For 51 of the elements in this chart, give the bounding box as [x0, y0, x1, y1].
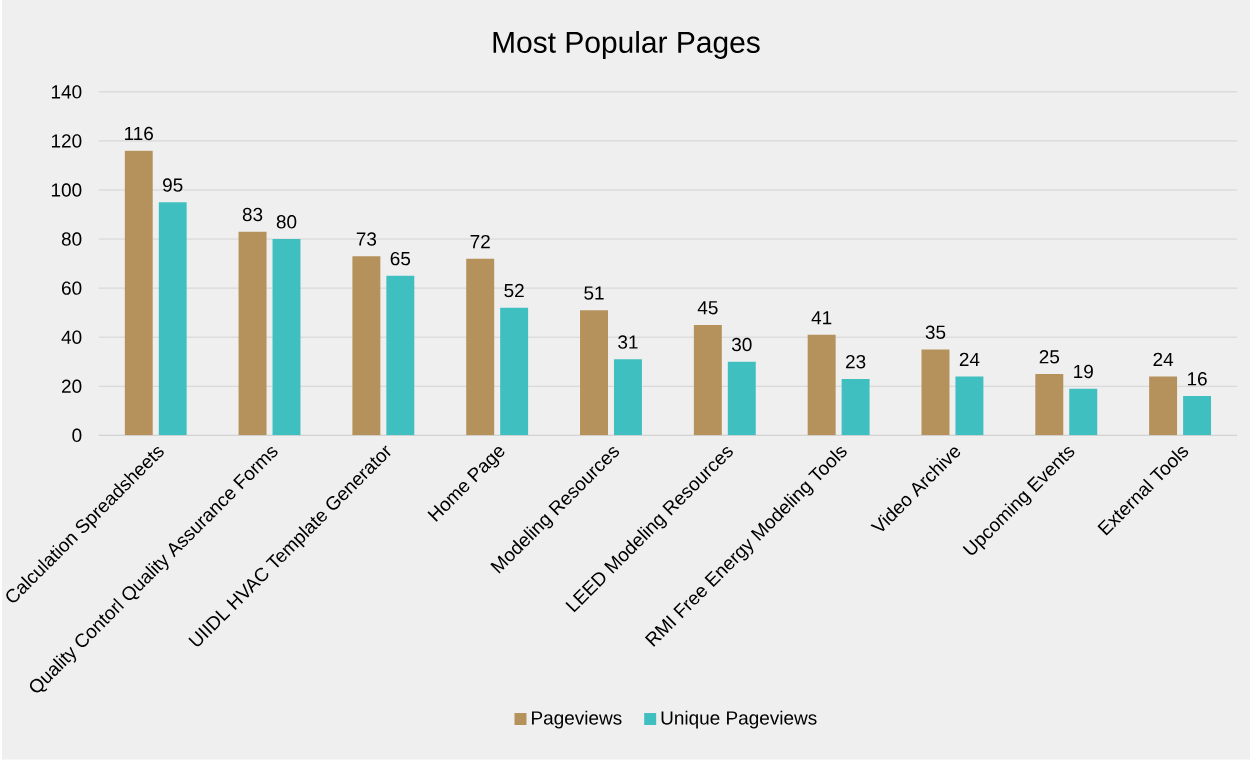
bar — [124, 150, 153, 436]
data-label: 45 — [697, 301, 718, 315]
data-label: 65 — [390, 252, 411, 266]
data-label: 41 — [811, 311, 832, 325]
data-label: 80 — [276, 215, 297, 229]
data-label: 24 — [959, 352, 980, 367]
bar — [580, 310, 608, 436]
y-tick-label: 80 — [61, 232, 82, 246]
y-tick-label: 60 — [62, 281, 82, 295]
legend-label: Pageviews — [532, 710, 622, 729]
bar — [693, 325, 722, 436]
bar — [1069, 388, 1098, 436]
bar — [1149, 376, 1178, 436]
bar — [238, 231, 267, 436]
bar — [500, 307, 529, 436]
y-tick-label: 140 — [51, 85, 82, 99]
data-label: 73 — [356, 232, 377, 246]
chart-title: Most Popular Pages — [493, 31, 760, 59]
y-tick-label: 100 — [51, 183, 82, 197]
y-tick-label: 120 — [51, 134, 82, 148]
data-label: 95 — [163, 178, 183, 192]
data-label: 25 — [1039, 350, 1060, 364]
bar — [841, 378, 870, 436]
data-label: 30 — [731, 337, 752, 352]
data-label: 16 — [1187, 372, 1207, 386]
y-tick-label: 0 — [72, 428, 82, 443]
bar — [807, 334, 836, 436]
bar — [613, 359, 642, 436]
data-label: 72 — [470, 235, 490, 249]
bar — [386, 275, 415, 436]
y-tick-label: 20 — [62, 379, 82, 394]
bar — [921, 349, 950, 436]
data-label: 51 — [584, 286, 604, 300]
data-label: 52 — [504, 283, 524, 298]
bar — [466, 258, 495, 436]
data-label: 35 — [925, 325, 946, 340]
data-label: 19 — [1074, 364, 1093, 379]
legend-label: Unique Pageviews — [661, 710, 817, 729]
bar — [352, 256, 381, 436]
data-label: 83 — [242, 207, 263, 222]
data-label: 116 — [125, 126, 154, 141]
bar — [158, 202, 187, 436]
bar — [955, 376, 984, 436]
data-label: 23 — [846, 355, 866, 369]
bar — [727, 361, 756, 436]
y-tick-label: 40 — [61, 330, 82, 344]
data-label: 31 — [618, 335, 638, 349]
bar — [272, 239, 301, 436]
bar — [1035, 374, 1064, 436]
bar — [1183, 396, 1212, 436]
data-label: 24 — [1153, 352, 1174, 367]
